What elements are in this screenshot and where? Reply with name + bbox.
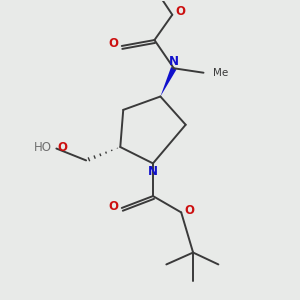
Text: HO: HO xyxy=(34,140,52,154)
Polygon shape xyxy=(160,67,176,97)
Text: N: N xyxy=(169,55,179,68)
Text: O: O xyxy=(184,204,194,218)
Text: N: N xyxy=(148,165,158,178)
Text: O: O xyxy=(58,140,68,154)
Text: O: O xyxy=(108,37,118,50)
Text: Me: Me xyxy=(213,68,228,78)
Text: O: O xyxy=(108,200,118,213)
Text: O: O xyxy=(176,5,186,18)
